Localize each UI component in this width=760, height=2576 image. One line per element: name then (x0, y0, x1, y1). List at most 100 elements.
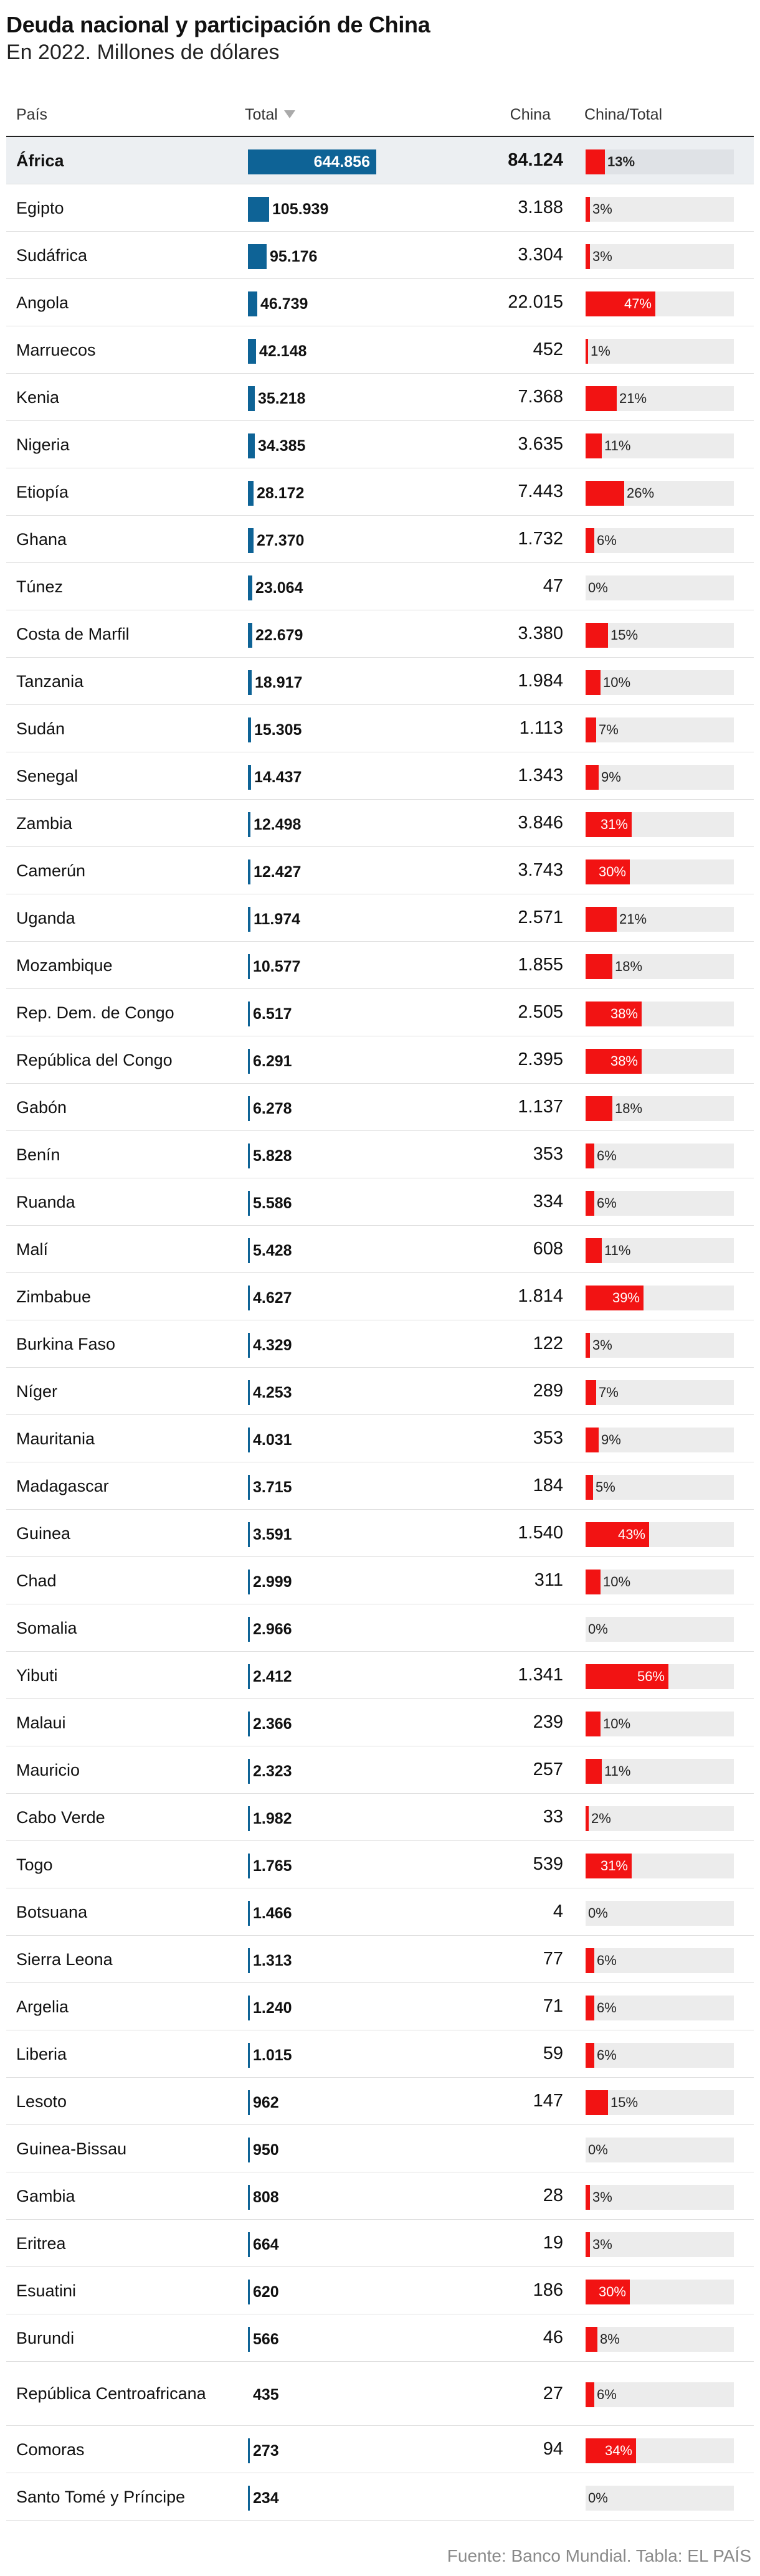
total-value-label: 6.278 (253, 1100, 292, 1117)
country-name: Burundi (16, 2328, 75, 2347)
total-bar (248, 2280, 250, 2304)
total-bar (248, 1475, 250, 1500)
table-row: Kenia 35.218 7.368 21% (6, 374, 754, 421)
country-name: Gambia (16, 2186, 75, 2205)
country-name: Mauritania (16, 1429, 95, 1448)
table-row: Nigeria 34.385 3.635 11% (6, 421, 754, 468)
total-value-label: 950 (253, 2141, 279, 2159)
total-value-label: 23.064 (255, 579, 303, 597)
ratio-track: 6% (586, 1948, 734, 1973)
total-bar (248, 1144, 250, 1168)
ratio-track: 7% (586, 717, 734, 742)
country-name: República Centroafricana (16, 2384, 206, 2403)
ratio-label: 3% (592, 1337, 612, 1353)
total-bar (248, 149, 376, 174)
table-row: Sudáfrica 95.176 3.304 3% (6, 232, 754, 279)
total-value-label: 34.385 (258, 437, 306, 455)
country-name: Somalia (16, 1618, 77, 1637)
table-row: Marruecos 42.148 452 1% (6, 326, 754, 374)
ratio-track: 31% (586, 1854, 734, 1878)
ratio-track: 11% (586, 433, 734, 458)
ratio-label: 7% (599, 722, 619, 737)
table-row: Togo 1.765 539 31% (6, 1841, 754, 1888)
column-header-ratio[interactable]: China/Total (584, 106, 663, 123)
ratio-bar (586, 1238, 602, 1263)
total-value-label: 644.856 (313, 153, 370, 171)
table-row: Yibuti 2.412 1.341 56% (6, 1652, 754, 1699)
total-value-label: 435 (253, 2386, 279, 2403)
ratio-label: 21% (619, 911, 647, 927)
total-value-label: 3.715 (253, 1479, 292, 1496)
ratio-track: 3% (586, 2185, 734, 2210)
china-value: 257 (533, 1759, 563, 1779)
total-bar (248, 291, 257, 316)
ratio-label: 8% (600, 2331, 620, 2347)
ratio-bar (586, 1002, 642, 1026)
table-row: República del Congo 6.291 2.395 38% (6, 1036, 754, 1084)
china-value: 289 (533, 1381, 563, 1401)
sort-descending-icon (283, 110, 295, 118)
country-name: Guinea (16, 1523, 71, 1543)
ratio-label: 3% (592, 201, 612, 217)
total-value-label: 4.253 (253, 1384, 292, 1401)
total-bar (248, 1238, 250, 1263)
table-row: República Centroafricana 435 27 6% (6, 2362, 754, 2426)
total-bar (248, 1948, 250, 1973)
total-value-label: 1.765 (253, 1857, 292, 1875)
column-header-country[interactable]: País (16, 106, 48, 123)
ratio-label: 0% (588, 2142, 608, 2157)
total-bar (248, 2138, 250, 2162)
china-value: 1.814 (518, 1286, 563, 1306)
ratio-track: 2% (586, 1806, 734, 1831)
country-name: Argelia (16, 1997, 69, 2016)
total-value-label: 566 (253, 2331, 279, 2348)
total-bar (248, 1617, 250, 1642)
total-value-label: 22.679 (255, 627, 303, 644)
chart-subtitle: En 2022. Millones de dólares (6, 40, 280, 64)
ratio-track: 11% (586, 1759, 734, 1784)
ratio-label: 38% (610, 1006, 638, 1021)
china-value: 3.304 (518, 245, 563, 265)
column-header-china[interactable]: China (510, 106, 551, 123)
ratio-label: 30% (598, 864, 626, 879)
ratio-bar (586, 1759, 602, 1784)
table-row: Egipto 105.939 3.188 3% (6, 184, 754, 232)
ratio-track: 3% (586, 197, 734, 222)
china-value: 353 (533, 1428, 563, 1448)
table-row: Malaui 2.366 239 10% (6, 1699, 754, 1746)
country-name: Egipto (16, 198, 64, 217)
china-value: 353 (533, 1144, 563, 1164)
total-value-label: 46.739 (260, 295, 308, 313)
ratio-label: 3% (592, 2189, 612, 2205)
total-bar (248, 1712, 250, 1736)
column-header-total[interactable]: Total (245, 106, 295, 124)
china-value: 7.368 (518, 387, 563, 407)
total-value-label: 95.176 (270, 248, 318, 265)
china-value: 1.540 (518, 1523, 563, 1543)
total-value-label: 620 (253, 2283, 279, 2301)
table-row: Botsuana 1.466 4 0% (6, 1888, 754, 1936)
table-row: Madagascar 3.715 184 5% (6, 1462, 754, 1510)
total-bar (248, 2090, 250, 2115)
ratio-track: 10% (586, 670, 734, 695)
ratio-label: 7% (599, 1385, 619, 1400)
ratio-bar (586, 1664, 668, 1689)
ratio-label: 18% (615, 1101, 643, 1116)
debt-table: País Total China China/Total África 644.8… (6, 92, 754, 2521)
source-note: Fuente: Banco Mundial. Tabla: EL PAÍS (447, 2546, 751, 2565)
table-row: Argelia 1.240 71 6% (6, 1983, 754, 2030)
total-value-label: 1.466 (253, 1905, 292, 1922)
ratio-bar (586, 1948, 594, 1973)
country-name: República del Congo (16, 1050, 173, 1069)
table-row: Mauritania 4.031 353 9% (6, 1415, 754, 1462)
ratio-track: 1% (586, 339, 734, 364)
china-value: 539 (533, 1854, 563, 1874)
total-bar (248, 386, 255, 411)
ratio-bar (586, 1522, 649, 1547)
country-name: Angola (16, 293, 69, 312)
china-value: 47 (543, 576, 563, 596)
ratio-bar (586, 623, 608, 648)
ratio-track: 31% (586, 812, 734, 837)
table-row: Zimbabue 4.627 1.814 39% (6, 1273, 754, 1320)
total-value-label: 1.982 (253, 1810, 292, 1827)
